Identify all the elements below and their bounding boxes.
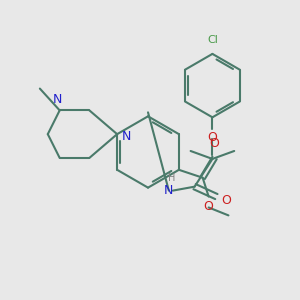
Text: O: O — [210, 137, 220, 150]
Text: O: O — [208, 131, 218, 144]
Text: O: O — [221, 194, 231, 207]
Text: H: H — [168, 173, 176, 183]
Text: O: O — [204, 200, 214, 212]
Text: N: N — [164, 184, 173, 197]
Text: N: N — [122, 130, 131, 142]
Text: N: N — [53, 93, 62, 106]
Text: Cl: Cl — [207, 35, 218, 45]
